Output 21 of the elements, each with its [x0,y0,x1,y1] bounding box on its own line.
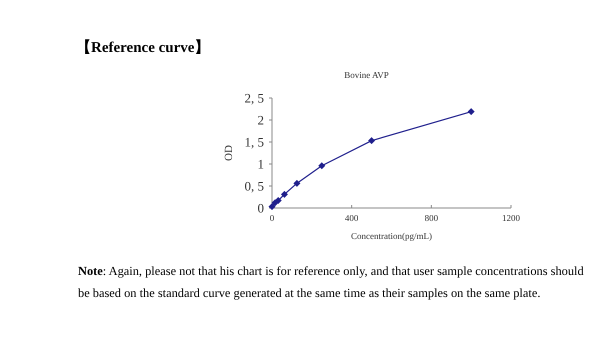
x-tick-label: 0 [270,213,275,223]
x-tick-label: 800 [424,213,439,223]
point [274,197,282,204]
text: Note: Again, please not that his chart is for reference only, and that user sample concentrations should be based on the standard curve generated at the same time as their samples on the same plate. [78,263,585,302]
point [468,108,475,116]
x-tick-label: 1200 [502,213,520,223]
y-tick-label: 1, 5 [244,134,264,150]
chart-subtitle: Bovine AVP [344,70,389,80]
x-axis-title: Concentration(pg/mL) [351,231,432,241]
x-tick-label: 400 [344,213,359,223]
point [280,190,288,198]
y-tick-label: 2 [258,112,264,128]
point [368,137,376,144]
y-axis-title: OD [223,145,235,161]
point [293,180,300,187]
point [268,203,276,210]
text: 【Reference curve】 [76,38,210,57]
y-tick-label: 2, 5 [244,90,264,106]
y-tick-label: 1 [258,156,264,172]
point [318,162,326,170]
y-tick-label: 0, 5 [244,178,264,194]
